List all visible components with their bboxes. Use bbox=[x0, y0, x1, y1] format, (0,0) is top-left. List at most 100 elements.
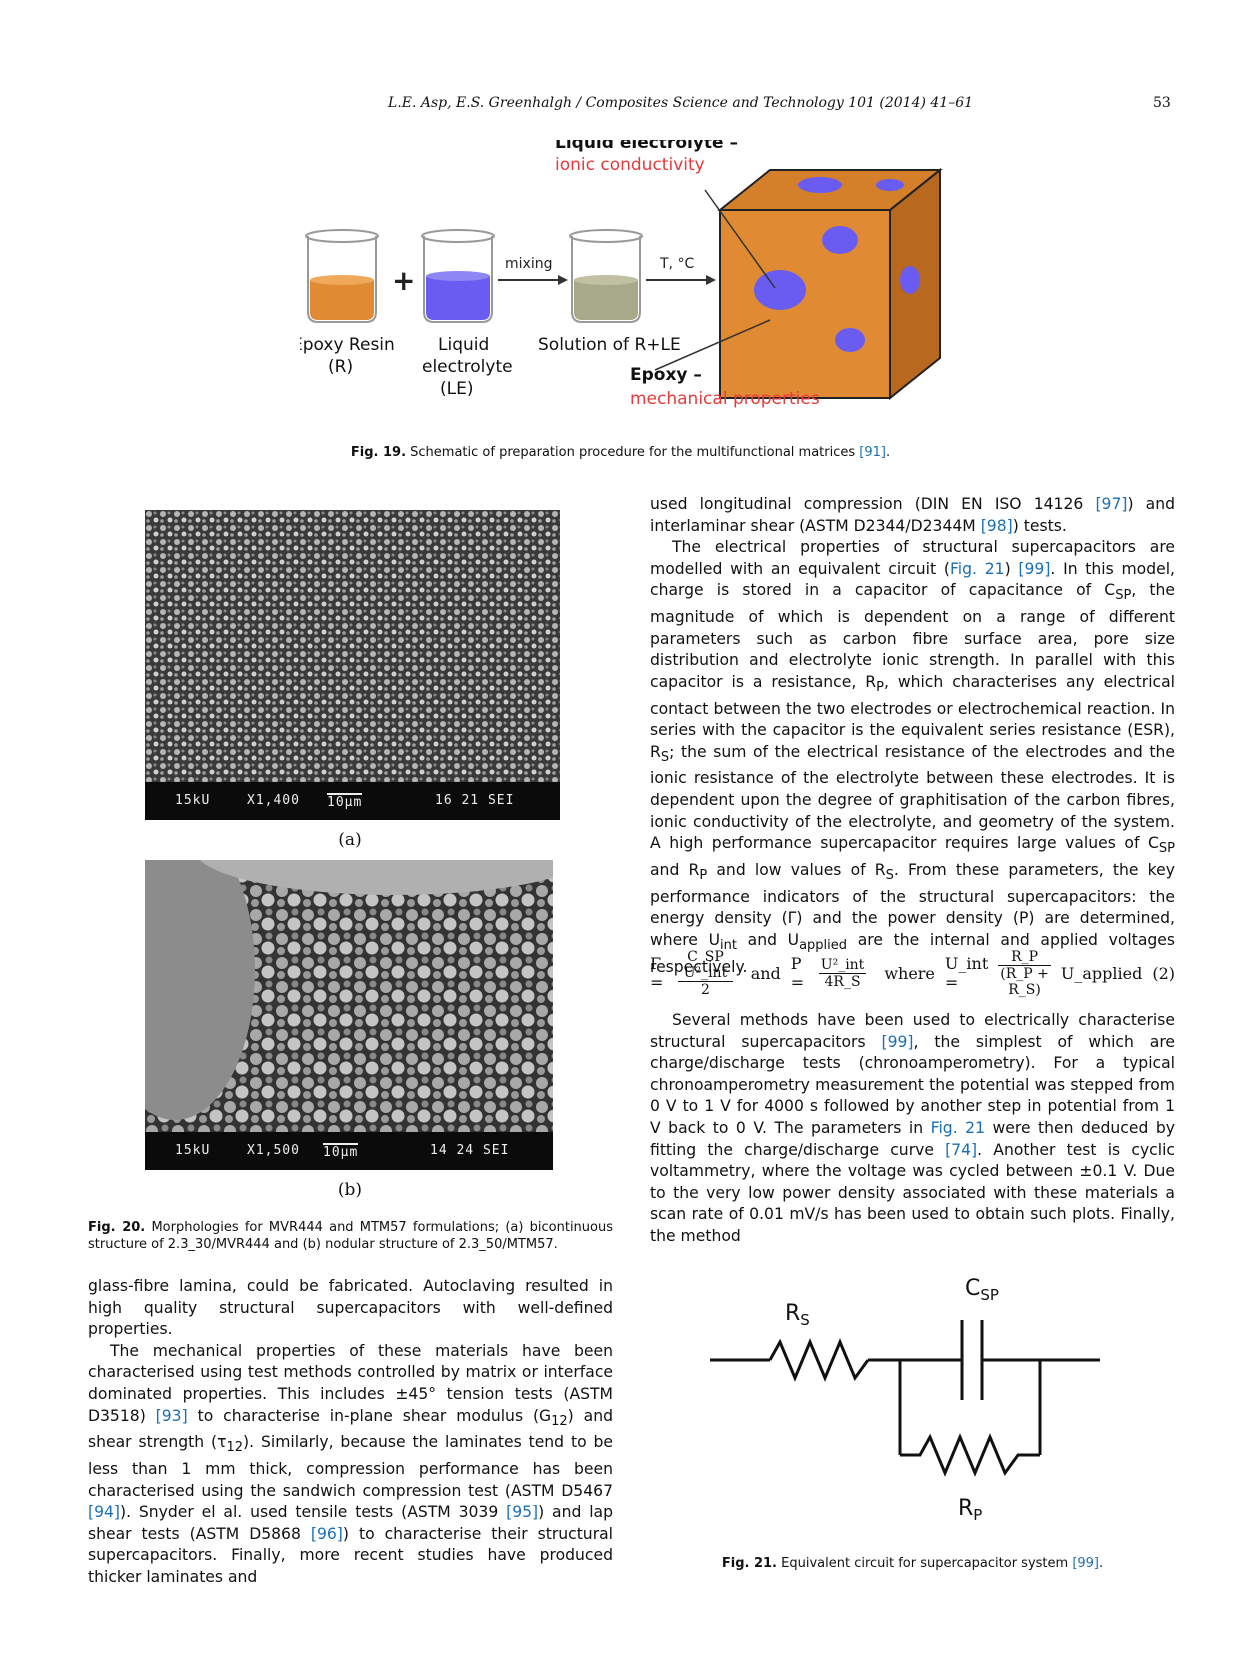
figure-21-caption: Fig. 21. Equivalent circuit for supercap… bbox=[650, 1556, 1175, 1571]
subscript: S bbox=[660, 749, 670, 765]
fig21-link[interactable]: Fig. 21 bbox=[949, 559, 1005, 578]
text-run: and R bbox=[650, 860, 700, 879]
rs-subscript: S bbox=[800, 1311, 810, 1329]
fig20-caption-label: Fig. 20. bbox=[88, 1220, 146, 1235]
rs-letter: R bbox=[785, 1301, 800, 1326]
eq-gamma-fraction: C_SP U²_int 2 bbox=[678, 949, 733, 998]
fig21-caption-end: . bbox=[1099, 1556, 1104, 1571]
sem-a-databar: 15kU X1,400 10μm 16 21 SEI bbox=[145, 782, 560, 820]
eq-p-den: 4R_S bbox=[824, 973, 861, 990]
ref-96-link[interactable]: [96] bbox=[310, 1524, 343, 1543]
sem-b-scale: 10μm bbox=[323, 1143, 359, 1160]
mechanical-properties-label: mechanical properties bbox=[630, 389, 820, 409]
matrix-cube bbox=[717, 167, 943, 401]
ionic-conductivity-label: ionic conductivity bbox=[555, 155, 705, 175]
paragraph-test-methods: used longitudinal compression (DIN EN IS… bbox=[650, 494, 1175, 537]
text-run: ) to characterise their structural super… bbox=[88, 1524, 613, 1586]
fig21-caption-label: Fig. 21. bbox=[721, 1556, 777, 1571]
csp-label: CSP bbox=[965, 1276, 999, 1304]
text-run: were then deduced by fitting the charge/… bbox=[650, 1118, 1175, 1159]
sem-a-texture bbox=[145, 510, 560, 782]
equation-2: Γ = C_SP U²_int 2 and P = U²_int 4R_S wher… bbox=[650, 948, 1175, 998]
right-column-bottom: Several methods have been used to electr… bbox=[650, 1010, 1175, 1248]
ref-97-link[interactable]: [97] bbox=[1095, 495, 1128, 513]
eq-uint: U_int = bbox=[944, 954, 989, 992]
paragraph-autoclaving: glass-fibre lamina, could be fabricated.… bbox=[88, 1277, 613, 1339]
subscript: 12 bbox=[226, 1440, 244, 1456]
sem-b-kv: 15kU bbox=[175, 1143, 211, 1158]
csp-letter: C bbox=[965, 1276, 980, 1301]
sublabel-b: (b) bbox=[337, 1180, 363, 1200]
liquid-electrolyte-label: Liquid electrolyte – bbox=[555, 140, 738, 153]
resistor-rp bbox=[900, 1433, 1040, 1477]
left-column: glass-fibre lamina, could be fabricated.… bbox=[88, 1276, 613, 1589]
ref-93-link[interactable]: [93] bbox=[155, 1406, 188, 1425]
fig20-caption-text: Morphologies for MVR444 and MTM57 formul… bbox=[88, 1220, 613, 1252]
equivalent-circuit: CSP RS RP bbox=[710, 1276, 1100, 1524]
eq-where: where bbox=[884, 963, 935, 983]
fig19-caption-end: . bbox=[885, 445, 891, 460]
text-run: ) and lap shear tests (ASTM D5868 bbox=[88, 1503, 613, 1543]
fig21-link[interactable]: Fig. 21 bbox=[930, 1118, 986, 1137]
text-run: . Another test is cyclic voltammetry, wh… bbox=[650, 1140, 1175, 1245]
text-run: , which characterises any electrical con… bbox=[650, 672, 1176, 761]
ref-99-link[interactable]: [99] bbox=[1018, 559, 1051, 578]
temperature-label: T, °C bbox=[659, 256, 694, 272]
ref-91-link[interactable]: [91] bbox=[859, 445, 886, 460]
text-run: and U bbox=[736, 930, 800, 949]
fig19-caption-label: Fig. 19. bbox=[350, 445, 407, 460]
eq-number: (2) bbox=[1152, 963, 1175, 983]
figure-19-caption: Fig. 19. Schematic of preparation proced… bbox=[0, 445, 1241, 460]
subscript: 12 bbox=[551, 1413, 568, 1429]
ref-98-link[interactable]: [98] bbox=[980, 516, 1013, 535]
sublabel-a: (a) bbox=[338, 830, 362, 850]
text-run: used longitudinal compression (DIN EN IS… bbox=[650, 495, 1096, 513]
rs-label: RS bbox=[785, 1301, 810, 1329]
sem-a-mag: X1,400 bbox=[247, 793, 300, 808]
beaker-resin bbox=[305, 229, 379, 323]
pointer-epoxy bbox=[654, 319, 771, 371]
epoxy-label: Epoxy – bbox=[630, 365, 702, 385]
sem-image-b: 15kU X1,500 10μm 14 24 SEI bbox=[145, 860, 553, 1170]
subscript: applied bbox=[799, 937, 848, 953]
eq-gamma-den: 2 bbox=[700, 981, 710, 998]
text-run: ) and interlaminar shear (ASTM D2344/D23… bbox=[650, 495, 1175, 535]
text-run: Several methods have been used to electr… bbox=[650, 1011, 1175, 1051]
text-run: ) and shear strength (τ bbox=[88, 1406, 613, 1452]
eq-u-fraction: R_P (R_P + R_S) bbox=[998, 949, 1051, 998]
eq-gamma-num: C_SP U²_int bbox=[678, 949, 733, 982]
right-column-top: used longitudinal compression (DIN EN IS… bbox=[650, 494, 1175, 978]
sem-b-mag: X1,500 bbox=[247, 1143, 300, 1158]
fig19-schematic: + mixing T, °C bbox=[292, 133, 943, 409]
ref-99-link[interactable]: [99] bbox=[881, 1032, 914, 1051]
eq-and: and bbox=[750, 963, 781, 983]
ref-99-link[interactable]: [99] bbox=[1072, 1556, 1099, 1571]
text-run: ) bbox=[1004, 559, 1019, 578]
rp-subscript: P bbox=[973, 1506, 982, 1524]
ref-94-link[interactable]: [94] bbox=[88, 1503, 121, 1522]
beaker2-label-line1: Liquid bbox=[438, 335, 489, 355]
eq-u-num: R_P bbox=[998, 949, 1051, 966]
subscript: int bbox=[720, 937, 737, 953]
running-header: L.E. Asp, E.S. Greenhalgh / Composites S… bbox=[0, 93, 1241, 117]
sem-b-databar: 15kU X1,500 10μm 14 24 SEI bbox=[145, 1132, 553, 1170]
beaker-solution bbox=[569, 229, 643, 323]
ref-95-link[interactable]: [95] bbox=[506, 1503, 539, 1522]
ref-74-link[interactable]: [74] bbox=[945, 1140, 978, 1159]
rp-label: RP bbox=[958, 1496, 982, 1524]
paragraph-electrical-model: The electrical properties of structural … bbox=[650, 537, 1175, 978]
text-run: The mechanical properties of these mater… bbox=[88, 1341, 613, 1425]
beaker3-label: Solution of R+LE bbox=[538, 335, 681, 355]
subscript: P bbox=[876, 679, 884, 695]
text-run: to characterise in-plane shear modulus (… bbox=[187, 1406, 552, 1425]
running-title: L.E. Asp, E.S. Greenhalgh / Composites S… bbox=[388, 95, 974, 111]
resistor-rs bbox=[768, 1338, 870, 1382]
text-run: The electrical properties of structural … bbox=[650, 538, 1175, 578]
figure-20-caption: Fig. 20. Morphologies for MVR444 and MTM… bbox=[88, 1219, 613, 1253]
subscript: SP bbox=[1115, 588, 1132, 604]
beaker2-label-line2: electrolyte bbox=[422, 357, 513, 377]
pointer-electrolyte bbox=[704, 189, 776, 289]
sem-a-scale: 10μm bbox=[327, 793, 363, 810]
text-run: , the simplest of which are charge/disch… bbox=[650, 1032, 1175, 1137]
beaker1-label-line1: Epoxy Resin bbox=[300, 335, 395, 355]
